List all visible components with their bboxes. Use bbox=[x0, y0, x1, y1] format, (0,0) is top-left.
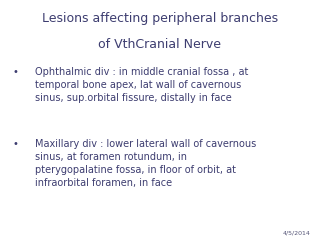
Text: •: • bbox=[13, 67, 19, 77]
Text: of VthCranial Nerve: of VthCranial Nerve bbox=[99, 38, 221, 51]
Text: •: • bbox=[13, 139, 19, 149]
Text: Maxillary div : lower lateral wall of cavernous
sinus, at foramen rotundum, in
p: Maxillary div : lower lateral wall of ca… bbox=[35, 139, 256, 188]
Text: Ophthalmic div : in middle cranial fossa , at
temporal bone apex, lat wall of ca: Ophthalmic div : in middle cranial fossa… bbox=[35, 67, 249, 103]
Text: Lesions affecting peripheral branches: Lesions affecting peripheral branches bbox=[42, 12, 278, 25]
Text: 4/5/2014: 4/5/2014 bbox=[283, 230, 310, 235]
